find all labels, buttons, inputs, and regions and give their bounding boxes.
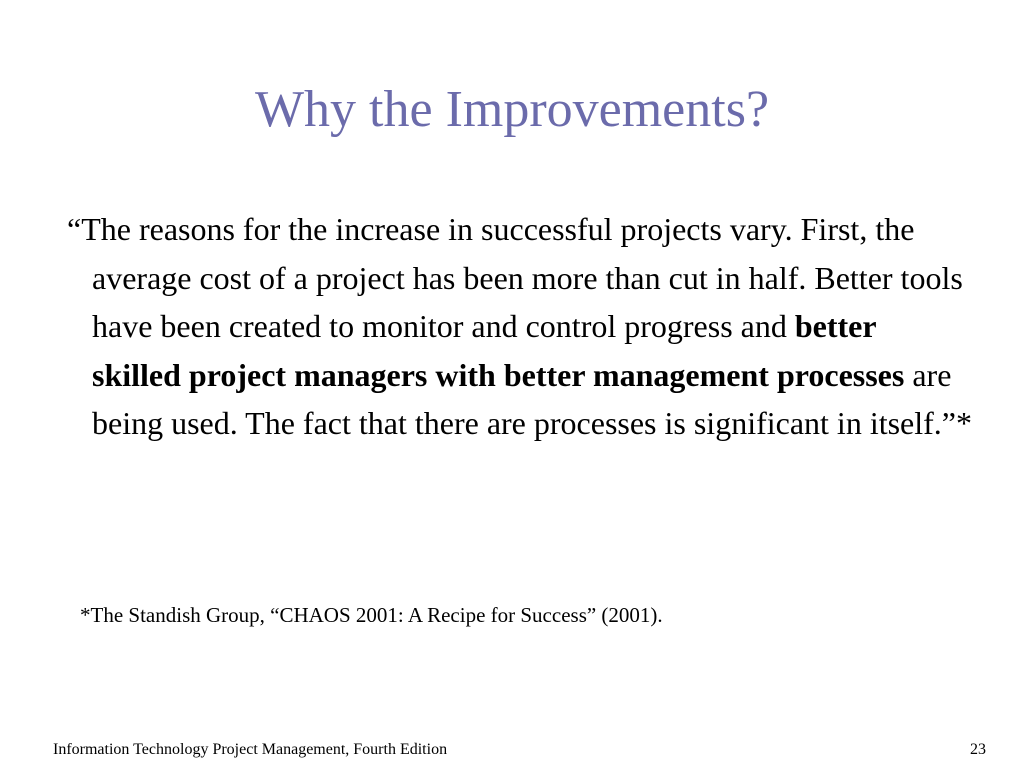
quote-paragraph: “The reasons for the increase in success…	[67, 205, 972, 448]
footer-book-title: Information Technology Project Managemen…	[53, 741, 448, 758]
footnote-citation: *The Standish Group, “CHAOS 2001: A Reci…	[80, 603, 663, 627]
page-number: 23	[970, 741, 986, 758]
quote-bold-text: better skilled project managers with bet…	[92, 308, 905, 393]
quote-text-part2: are being used. The fact that there are …	[92, 356, 972, 442]
quote-text-part1: “The reasons for the increase in success…	[67, 211, 963, 344]
slide-title: Why the Improvements?	[254, 81, 770, 138]
